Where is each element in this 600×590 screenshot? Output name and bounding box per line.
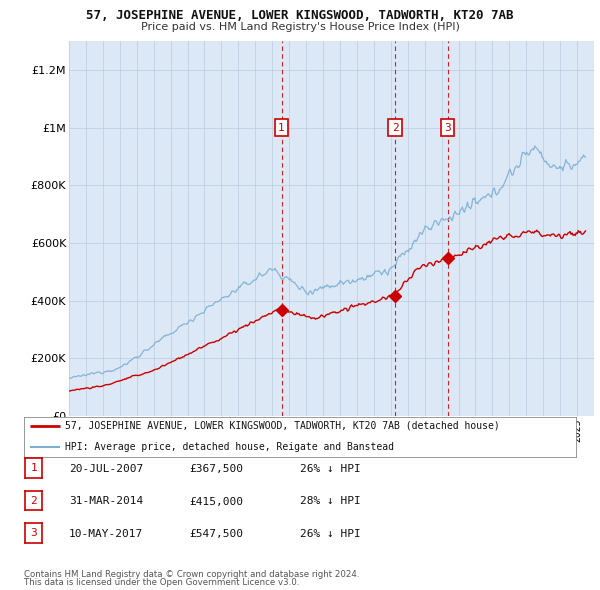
Text: 2: 2 — [30, 496, 37, 506]
Text: 20-JUL-2007: 20-JUL-2007 — [69, 464, 143, 474]
Text: Contains HM Land Registry data © Crown copyright and database right 2024.: Contains HM Land Registry data © Crown c… — [24, 570, 359, 579]
Text: This data is licensed under the Open Government Licence v3.0.: This data is licensed under the Open Gov… — [24, 578, 299, 587]
Text: Price paid vs. HM Land Registry's House Price Index (HPI): Price paid vs. HM Land Registry's House … — [140, 22, 460, 32]
Text: 57, JOSEPHINE AVENUE, LOWER KINGSWOOD, TADWORTH, KT20 7AB (detached house): 57, JOSEPHINE AVENUE, LOWER KINGSWOOD, T… — [65, 421, 500, 431]
Text: 31-MAR-2014: 31-MAR-2014 — [69, 497, 143, 506]
Text: 28% ↓ HPI: 28% ↓ HPI — [300, 497, 361, 506]
Text: 1: 1 — [30, 463, 37, 473]
Text: 10-MAY-2017: 10-MAY-2017 — [69, 529, 143, 539]
Text: HPI: Average price, detached house, Reigate and Banstead: HPI: Average price, detached house, Reig… — [65, 442, 394, 452]
Text: 1: 1 — [278, 123, 285, 133]
Text: 2: 2 — [392, 123, 398, 133]
Text: 26% ↓ HPI: 26% ↓ HPI — [300, 529, 361, 539]
Text: 3: 3 — [445, 123, 451, 133]
Text: £547,500: £547,500 — [189, 529, 243, 539]
Text: 57, JOSEPHINE AVENUE, LOWER KINGSWOOD, TADWORTH, KT20 7AB: 57, JOSEPHINE AVENUE, LOWER KINGSWOOD, T… — [86, 9, 514, 22]
Text: 3: 3 — [30, 528, 37, 538]
Text: £415,000: £415,000 — [189, 497, 243, 506]
Text: £367,500: £367,500 — [189, 464, 243, 474]
Text: 26% ↓ HPI: 26% ↓ HPI — [300, 464, 361, 474]
